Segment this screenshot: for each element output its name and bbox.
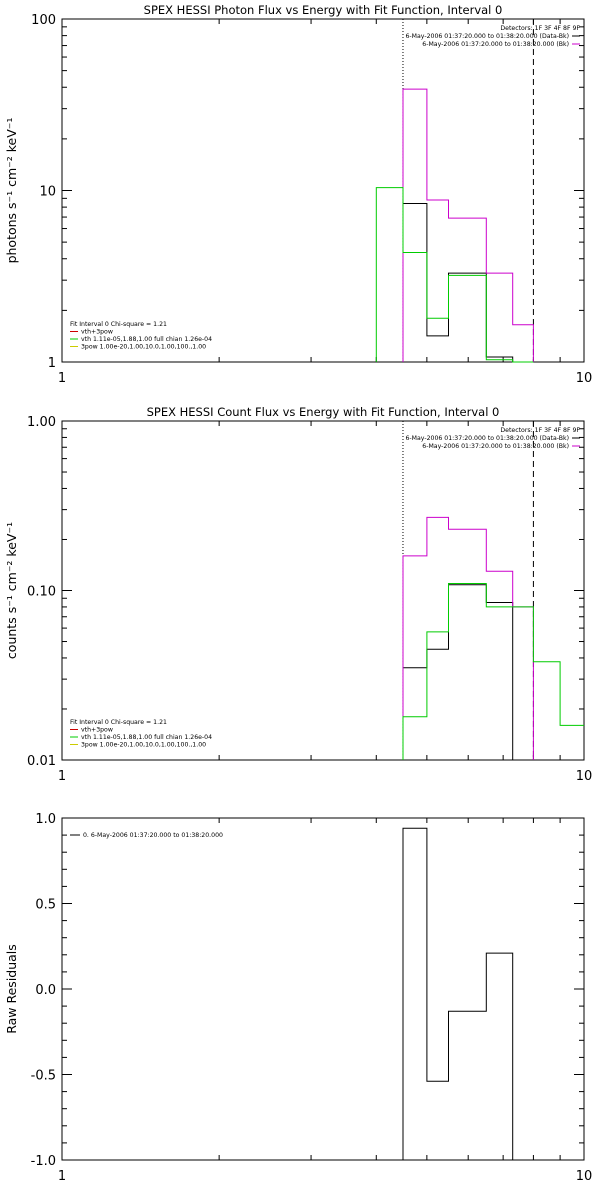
- plot-frame: [61, 817, 585, 1161]
- legend-entry: vth+3pow: [81, 727, 113, 734]
- legend-entry: 6-May-2006 01:37:20.000 to 01:38:20.000 …: [406, 435, 570, 442]
- series-line-1: [402, 88, 534, 362]
- y-tick-label: -1.0: [31, 1154, 56, 1169]
- y-tick-label: 0.01: [27, 754, 56, 769]
- legend-header: Detectors: 1F 3F 4F 8F 9F: [500, 427, 580, 434]
- legend-entry: 6-May-2006 01:37:20.000 to 01:38:20.000 …: [406, 33, 570, 40]
- x-tick-label: 1: [58, 769, 66, 784]
- y-axis-label: counts s⁻¹ cm⁻² keV⁻¹: [4, 522, 19, 659]
- x-tick-label: 1: [58, 1169, 66, 1184]
- x-tick-label: 10: [576, 371, 593, 386]
- y-tick-label: -0.5: [31, 1069, 56, 1084]
- legend-fit-header: Fit Interval 0 Chi-square = 1.21: [70, 719, 167, 726]
- x-tick-label: 1: [58, 371, 66, 386]
- y-tick-label: 10: [39, 185, 56, 200]
- y-axis-label: Raw Residuals: [4, 944, 19, 1034]
- series-line-0: [403, 203, 534, 363]
- legend-entry: 0. 6-May-2006 01:37:20.000 to 01:38:20.0…: [83, 832, 223, 839]
- series-line-2: [375, 187, 534, 363]
- series-line-0: [402, 584, 534, 761]
- chart-panel-count: SPEX HESSI Count Flux vs Energy with Fit…: [4, 405, 592, 784]
- y-tick-label: 0.0: [35, 983, 56, 998]
- legend-header: Detectors: 1F 3F 4F 8F 9F: [500, 25, 580, 32]
- plot-frame: [61, 18, 585, 363]
- legend-entry: vth 1.11e-05,1.88,1.00 full chian 1.26e-…: [81, 336, 212, 343]
- plot-frame: [61, 420, 585, 761]
- legend-entry: vth+3pow: [81, 329, 113, 336]
- y-tick-label: 100: [31, 13, 56, 28]
- chart-title: SPEX HESSI Photon Flux vs Energy with Fi…: [144, 3, 503, 17]
- chart-title: SPEX HESSI Count Flux vs Energy with Fit…: [147, 405, 500, 419]
- chart-panel-residuals: Raw Residuals 1 10 -1.0 -0.5 0.0 0.5 1.0 0. 6-Ma…: [4, 812, 592, 1184]
- legend-entry: 6-May-2006 01:37:20.000 to 01:38:20.000 …: [422, 41, 569, 48]
- y-tick-label: 1.0: [35, 812, 56, 827]
- series-line-1: [402, 516, 534, 760]
- legend-entry: 3pow 1.00e-20,1.00,10.0,1.00,100.,1.00: [81, 344, 206, 351]
- legend-entry: 6-May-2006 01:37:20.000 to 01:38:20.000 …: [422, 443, 569, 450]
- legend-entry: vth 1.11e-05,1.88,1.00 full chian 1.26e-…: [81, 734, 212, 741]
- y-axis-label: photons s⁻¹ cm⁻² keV⁻¹: [4, 118, 19, 264]
- chart-panel-photon: SPEX HESSI Photon Flux vs Energy with Fi…: [4, 3, 592, 386]
- legend-entry: 3pow 1.00e-20,1.00,10.0,1.00,100.,1.00: [81, 742, 206, 749]
- series-line-0: [402, 827, 514, 1160]
- x-tick-label: 10: [576, 1169, 593, 1184]
- x-tick-label: 10: [576, 769, 593, 784]
- series-line-2: [402, 583, 584, 760]
- y-tick-label: 0.10: [27, 585, 56, 600]
- y-tick-label: 1: [48, 356, 56, 371]
- legend-fit-header: Fit Interval 0 Chi-square = 1.21: [70, 321, 167, 328]
- y-tick-label: 1.00: [27, 415, 56, 430]
- y-tick-label: 0.5: [35, 898, 56, 913]
